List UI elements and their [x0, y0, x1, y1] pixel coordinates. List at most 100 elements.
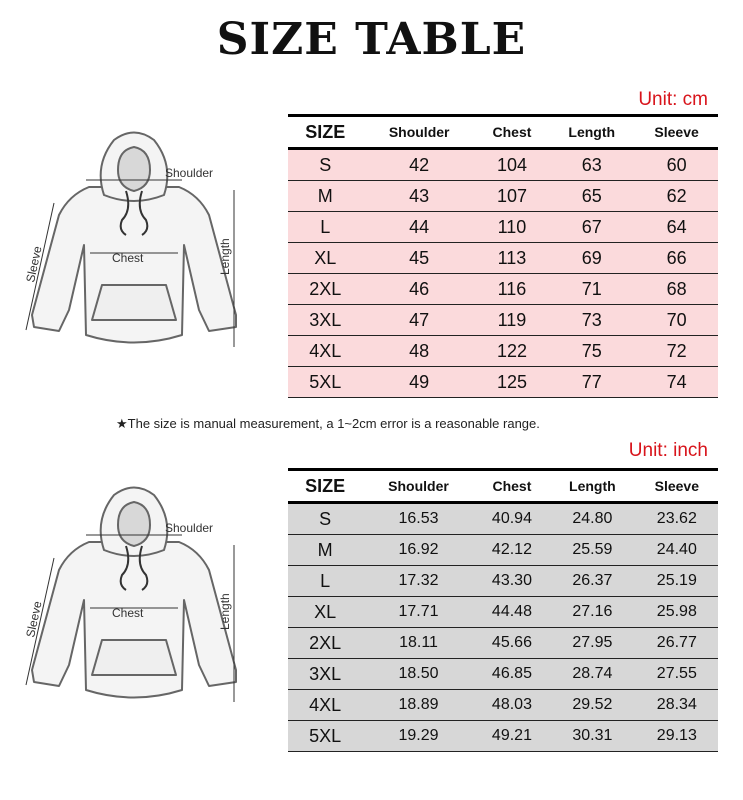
cell-shoulder: 44 — [362, 211, 476, 243]
cell-length: 26.37 — [549, 565, 636, 597]
cell-size: 3XL — [288, 658, 363, 690]
header-length: Length — [548, 114, 636, 150]
cell-shoulder: 47 — [362, 304, 476, 336]
cell-length: 65 — [548, 180, 636, 212]
cell-sleeve: 28.34 — [635, 689, 718, 721]
header-size: SIZE — [288, 114, 363, 150]
cell-length: 67 — [548, 211, 636, 243]
cell-length: 69 — [548, 242, 636, 274]
header-sleeve: Sleeve — [635, 468, 718, 504]
cell-shoulder: 17.32 — [362, 565, 475, 597]
table-row: XL 45 113 69 66 — [288, 242, 718, 274]
table-row: S 42 104 63 60 — [288, 148, 718, 181]
measurement-note: ★The size is manual measurement, a 1~2cm… — [116, 416, 540, 431]
cell-shoulder: 42 — [362, 148, 476, 181]
hoodie-diagram-cm: Shoulder Chest Length Sleeve — [14, 125, 264, 365]
cell-sleeve: 29.13 — [635, 720, 718, 752]
cell-chest: 40.94 — [474, 502, 550, 535]
cell-chest: 104 — [475, 148, 549, 181]
cell-chest: 45.66 — [474, 627, 550, 659]
length-label: Length — [218, 238, 232, 275]
table-row: 4XL 18.89 48.03 29.52 28.34 — [288, 689, 718, 721]
cell-size: 2XL — [288, 273, 363, 305]
cell-length: 77 — [548, 366, 636, 398]
chest-label: Chest — [112, 606, 144, 620]
cell-length: 29.52 — [549, 689, 636, 721]
table-row: XL 17.71 44.48 27.16 25.98 — [288, 596, 718, 628]
cell-chest: 46.85 — [474, 658, 550, 690]
cell-sleeve: 70 — [635, 304, 718, 336]
cell-sleeve: 23.62 — [635, 502, 718, 535]
table-row: 3XL 18.50 46.85 28.74 27.55 — [288, 658, 718, 690]
cell-chest: 107 — [475, 180, 549, 212]
cell-chest: 42.12 — [474, 534, 550, 566]
cell-length: 24.80 — [549, 502, 636, 535]
size-table-cm: SIZE Shoulder Chest Length Sleeve S 42 104 63 60 M… — [288, 114, 718, 398]
hoodie-diagram-icon: Shoulder Chest Length Sleeve — [23, 486, 237, 702]
length-label: Length — [218, 593, 232, 630]
cell-sleeve: 27.55 — [635, 658, 718, 690]
header-chest: Chest — [474, 468, 550, 504]
cell-sleeve: 64 — [635, 211, 718, 243]
cell-shoulder: 16.92 — [362, 534, 475, 566]
table-row: L 44 110 67 64 — [288, 211, 718, 243]
cell-chest: 43.30 — [474, 565, 550, 597]
header-sleeve: Sleeve — [635, 114, 718, 150]
shoulder-label: Shoulder — [165, 521, 213, 535]
cell-size: 2XL — [288, 627, 363, 659]
cell-chest: 119 — [475, 304, 549, 336]
table-row: M 16.92 42.12 25.59 24.40 — [288, 534, 718, 566]
table-row: 5XL 19.29 49.21 30.31 29.13 — [288, 720, 718, 752]
cell-sleeve: 60 — [635, 148, 718, 181]
cell-shoulder: 45 — [362, 242, 476, 274]
header-shoulder: Shoulder — [362, 468, 475, 504]
cell-sleeve: 74 — [635, 366, 718, 398]
hoodie-diagram-inch: Shoulder Chest Length Sleeve — [14, 480, 264, 720]
cell-chest: 113 — [475, 242, 549, 274]
cell-chest: 48.03 — [474, 689, 550, 721]
cell-length: 73 — [548, 304, 636, 336]
cell-sleeve: 72 — [635, 335, 718, 367]
cell-sleeve: 62 — [635, 180, 718, 212]
cell-length: 25.59 — [549, 534, 636, 566]
size-table-inch: SIZE Shoulder Chest Length Sleeve S 16.53 40.94… — [288, 468, 718, 752]
cell-length: 27.95 — [549, 627, 636, 659]
cell-chest: 116 — [475, 273, 549, 305]
header-row: SIZE Shoulder Chest Length Sleeve — [288, 468, 718, 504]
cell-length: 30.31 — [549, 720, 636, 752]
cell-length: 63 — [548, 148, 636, 181]
cell-size: 4XL — [288, 335, 363, 367]
cell-size: 4XL — [288, 689, 363, 721]
unit-label-inch: Unit: inch — [628, 440, 708, 461]
cell-size: 5XL — [288, 720, 363, 752]
cell-sleeve: 68 — [635, 273, 718, 305]
cell-chest: 44.48 — [474, 596, 550, 628]
cell-size: 3XL — [288, 304, 363, 336]
header-chest: Chest — [475, 114, 549, 150]
cell-size: M — [288, 180, 363, 212]
unit-label-cm: Unit: cm — [638, 89, 708, 110]
table-row: 2XL 18.11 45.66 27.95 26.77 — [288, 627, 718, 659]
cell-shoulder: 18.89 — [362, 689, 475, 721]
cell-shoulder: 18.11 — [362, 627, 475, 659]
cell-chest: 110 — [475, 211, 549, 243]
cell-sleeve: 24.40 — [635, 534, 718, 566]
cell-size: XL — [288, 242, 363, 274]
table-row: M 43 107 65 62 — [288, 180, 718, 212]
hoodie-diagram-icon: Shoulder Chest Length Sleeve — [23, 131, 237, 347]
cell-size: M — [288, 534, 363, 566]
table-row: S 16.53 40.94 24.80 23.62 — [288, 502, 718, 535]
cell-length: 28.74 — [549, 658, 636, 690]
table-row: 2XL 46 116 71 68 — [288, 273, 718, 305]
cell-shoulder: 48 — [362, 335, 476, 367]
cell-shoulder: 49 — [362, 366, 476, 398]
page-title: SIZE TABLE — [216, 14, 527, 65]
header-length: Length — [549, 468, 636, 504]
cell-sleeve: 25.19 — [635, 565, 718, 597]
cell-length: 27.16 — [549, 596, 636, 628]
header-shoulder: Shoulder — [362, 114, 476, 150]
table-row: 4XL 48 122 75 72 — [288, 335, 718, 367]
table-row: 3XL 47 119 73 70 — [288, 304, 718, 336]
cell-size: L — [288, 565, 363, 597]
cell-shoulder: 18.50 — [362, 658, 475, 690]
